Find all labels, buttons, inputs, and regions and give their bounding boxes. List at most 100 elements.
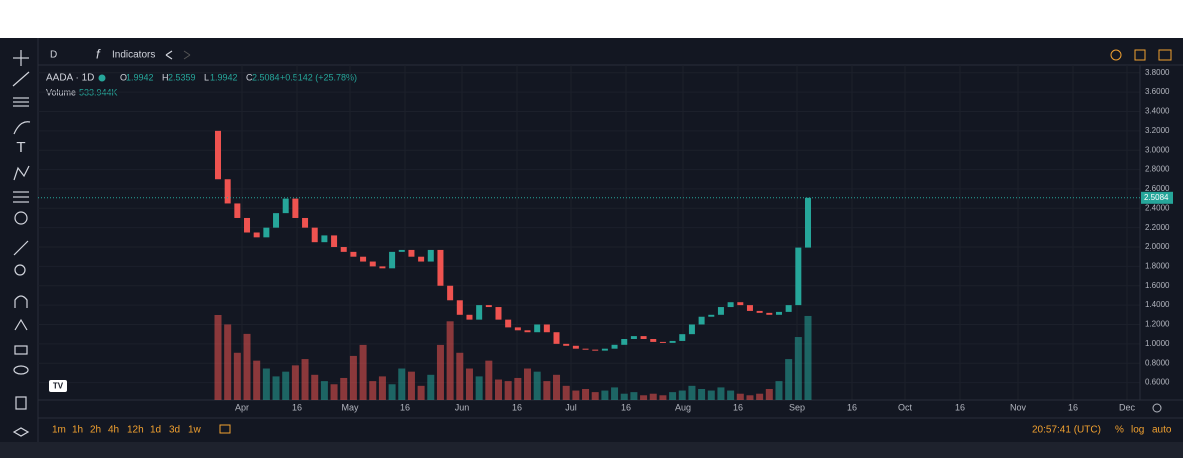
emoji-tool[interactable] bbox=[14, 211, 28, 225]
volume-bar bbox=[436, 344, 444, 400]
interval-button[interactable]: 12h bbox=[127, 425, 144, 436]
volume-bar bbox=[475, 376, 483, 400]
indicators-button[interactable]: Indicators bbox=[112, 50, 155, 61]
ohlc-label: O bbox=[120, 72, 127, 82]
candle-body bbox=[563, 343, 570, 346]
volume-bar bbox=[659, 395, 667, 400]
volume-bar bbox=[688, 385, 696, 400]
candle-body bbox=[427, 249, 434, 262]
lock-tool[interactable] bbox=[14, 345, 28, 355]
candle-body bbox=[756, 310, 763, 313]
brush-tool[interactable] bbox=[13, 121, 31, 135]
date-range-button[interactable] bbox=[219, 424, 231, 434]
y-tick-label: 3.0000 bbox=[1145, 145, 1170, 154]
volume-bar bbox=[427, 374, 435, 400]
candle-body bbox=[389, 251, 396, 269]
y-tick-label: 3.8000 bbox=[1145, 68, 1170, 77]
candle-body bbox=[592, 349, 599, 351]
magnet-tool[interactable] bbox=[14, 295, 28, 308]
lock-drawing-tool[interactable] bbox=[14, 318, 28, 331]
volume-bar bbox=[485, 360, 493, 400]
volume-bar bbox=[785, 359, 793, 400]
y-tick-label: 1.0000 bbox=[1145, 339, 1170, 348]
volume-bar bbox=[736, 393, 744, 400]
interval-button[interactable]: 1w bbox=[188, 425, 202, 436]
candle-body bbox=[679, 334, 686, 341]
clock: 20:57:41 (UTC) bbox=[1032, 425, 1101, 436]
trend-line-tool[interactable] bbox=[12, 71, 30, 87]
volume-bar bbox=[669, 392, 677, 400]
candle-body bbox=[456, 300, 463, 315]
y-tick-label: 0.6000 bbox=[1145, 378, 1170, 387]
text-tool[interactable]: T bbox=[16, 139, 25, 156]
fib-tool[interactable] bbox=[13, 97, 29, 107]
candle-body bbox=[263, 227, 270, 238]
volume-bar bbox=[291, 365, 299, 400]
volume-bar bbox=[756, 393, 764, 400]
candle-body bbox=[601, 348, 608, 351]
percent-toggle[interactable]: % bbox=[1115, 425, 1124, 436]
zoom-tool[interactable] bbox=[14, 264, 26, 276]
layers-tool[interactable] bbox=[12, 427, 30, 437]
interval-button[interactable]: 1m bbox=[52, 425, 66, 436]
candle-body bbox=[572, 345, 579, 349]
interval-button[interactable]: 4h bbox=[108, 425, 119, 436]
change: +0.5142 (+25.78%) bbox=[280, 72, 357, 82]
indicators-icon[interactable]: f bbox=[96, 46, 101, 61]
candle-body bbox=[514, 327, 521, 331]
candle-body bbox=[785, 305, 792, 312]
y-tick-label: 2.8000 bbox=[1145, 165, 1170, 174]
interval-button[interactable]: 1h bbox=[72, 425, 83, 436]
fullscreen-button[interactable] bbox=[1134, 49, 1146, 61]
undo-button[interactable] bbox=[165, 50, 173, 60]
interval-button[interactable]: 2h bbox=[90, 425, 101, 436]
pattern-tool[interactable] bbox=[13, 165, 30, 181]
candle-body bbox=[321, 235, 328, 243]
settings-button[interactable] bbox=[1110, 49, 1122, 61]
candle-body bbox=[408, 249, 415, 257]
y-tick-label: 3.4000 bbox=[1145, 107, 1170, 116]
x-tick-label: 16 bbox=[512, 402, 522, 412]
log-toggle[interactable]: log bbox=[1131, 425, 1144, 436]
y-tick-label: 2.6000 bbox=[1145, 184, 1170, 193]
candle-body bbox=[775, 311, 782, 315]
ohlc-value: 1.9942 bbox=[126, 72, 154, 82]
candle-body bbox=[630, 336, 637, 340]
time-axis-settings[interactable] bbox=[1152, 403, 1162, 413]
volume-bar bbox=[601, 390, 609, 400]
delete-tool[interactable] bbox=[15, 396, 27, 410]
candle-body bbox=[369, 261, 376, 267]
x-tick-label: 16 bbox=[847, 402, 857, 412]
candle-body bbox=[717, 307, 724, 315]
candle-body bbox=[379, 266, 386, 269]
candle-body bbox=[331, 235, 338, 248]
redo-button bbox=[183, 50, 191, 60]
candle-body bbox=[282, 198, 289, 214]
volume-bar bbox=[698, 388, 706, 400]
ohlc-label: L bbox=[204, 72, 209, 82]
interval-button[interactable]: 1d bbox=[150, 425, 161, 436]
y-tick-label: 1.6000 bbox=[1145, 281, 1170, 290]
volume-bar bbox=[794, 337, 802, 400]
ohlc-value: 2.5084 bbox=[252, 72, 280, 82]
volume-bar bbox=[504, 381, 512, 400]
x-tick-label: 16 bbox=[621, 402, 631, 412]
ruler-tool[interactable] bbox=[13, 240, 29, 256]
volume-bar bbox=[359, 344, 367, 400]
forecast-tool[interactable] bbox=[13, 191, 29, 203]
volume-bar bbox=[765, 388, 773, 400]
candle-body bbox=[795, 247, 802, 306]
candle-body bbox=[611, 344, 618, 349]
candle-body bbox=[292, 198, 299, 218]
screenshot-button[interactable] bbox=[1158, 49, 1172, 61]
interval-button[interactable]: 3d bbox=[169, 425, 180, 436]
interval-button[interactable]: D bbox=[50, 50, 57, 61]
x-tick-label: Aug bbox=[675, 402, 691, 412]
candle-body bbox=[215, 130, 221, 180]
hide-tool[interactable] bbox=[13, 365, 29, 375]
auto-toggle[interactable]: auto bbox=[1152, 425, 1172, 436]
status-dot bbox=[98, 74, 106, 82]
volume-bar bbox=[340, 377, 348, 400]
candle-body bbox=[418, 256, 425, 262]
candle-body bbox=[350, 251, 357, 257]
